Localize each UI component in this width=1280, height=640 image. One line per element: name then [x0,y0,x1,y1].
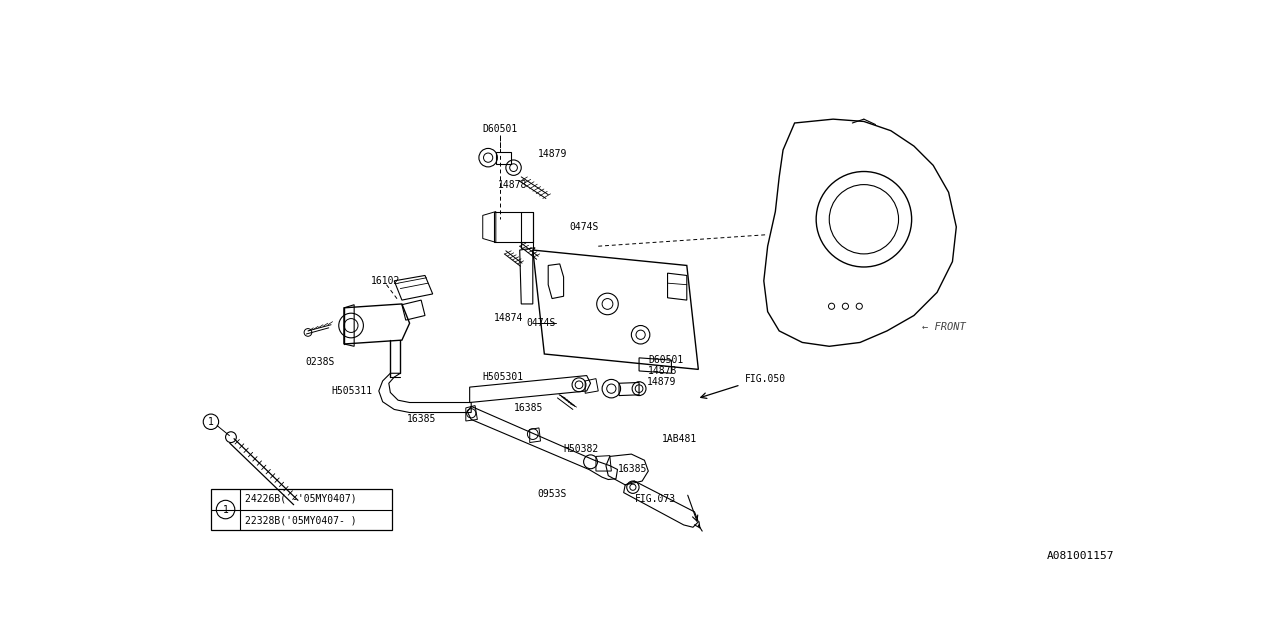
Text: 24226B( -'05MY0407): 24226B( -'05MY0407) [244,494,356,504]
Text: 0474S: 0474S [570,222,598,232]
Text: H505301: H505301 [483,372,524,382]
Text: 16385: 16385 [617,465,646,474]
Bar [211,489,392,531]
Text: A081001157: A081001157 [1047,551,1114,561]
Text: D60501: D60501 [483,124,518,134]
Text: 14879: 14879 [646,378,676,387]
Text: 16102: 16102 [371,276,401,286]
Text: FIG.073: FIG.073 [635,494,676,504]
Text: 1: 1 [223,504,229,515]
Text: 14878: 14878 [648,366,677,376]
Text: 14878: 14878 [498,180,527,189]
Text: 1: 1 [209,417,214,427]
Text: 14879: 14879 [538,148,567,159]
Text: H50382: H50382 [563,444,599,454]
Text: D60501: D60501 [648,355,684,365]
Text: 1AB481: 1AB481 [662,434,698,444]
Text: 14874: 14874 [494,313,524,323]
Text: 0238S: 0238S [306,356,335,367]
Text: H505311: H505311 [332,386,372,396]
Text: 0474S: 0474S [526,318,556,328]
Text: ← FRONT: ← FRONT [922,322,965,332]
Text: 16385: 16385 [513,403,543,413]
Text: FIG.050: FIG.050 [745,374,786,385]
Text: 22328B('05MY0407- ): 22328B('05MY0407- ) [244,515,356,525]
Text: 0953S: 0953S [538,489,567,499]
Text: 16385: 16385 [407,415,436,424]
